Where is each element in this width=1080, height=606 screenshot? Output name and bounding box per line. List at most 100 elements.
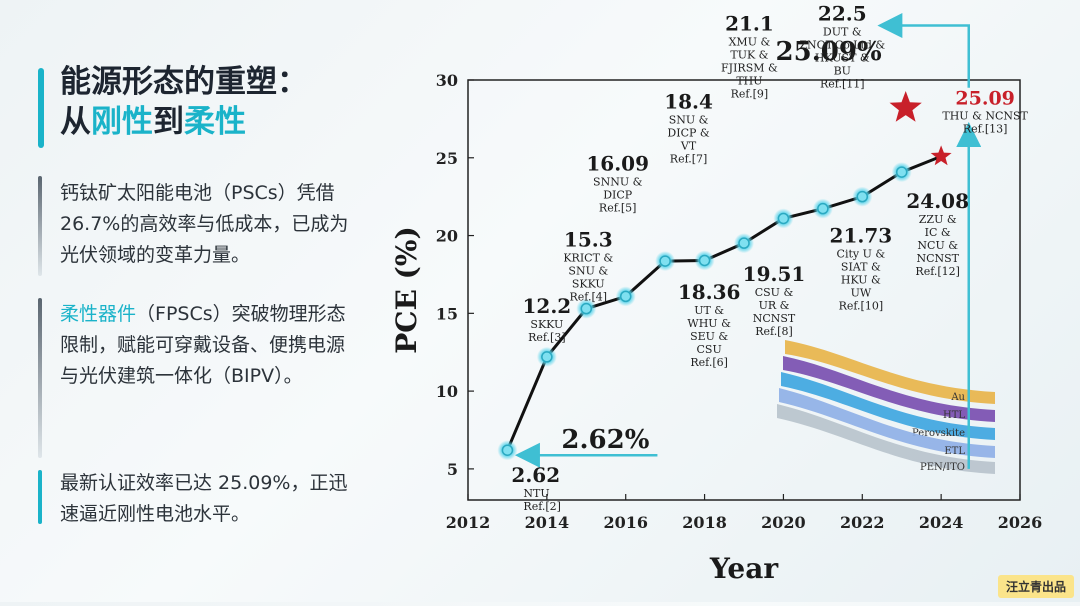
end-arrow-top — [877, 13, 970, 88]
data-note: CSU & — [755, 286, 794, 299]
layer-label: Au — [950, 392, 965, 403]
data-note: NCNST — [916, 252, 959, 265]
data-note: Ref.[8] — [755, 325, 793, 338]
data-label: 18.4 — [664, 89, 713, 113]
x-tick-label: 2020 — [761, 513, 806, 532]
data-point — [501, 444, 514, 456]
data-note: HKUST & — [815, 52, 870, 65]
layer-label: PEN/ITO — [920, 462, 965, 473]
data-note: ZNOT.Co.Ltd & — [799, 39, 885, 52]
end-annotation: 25.09% — [776, 37, 882, 67]
data-note: Ref.[10] — [839, 300, 884, 313]
paragraph-psc: 钙钛矿太阳能电池（PSCs）凭借26.7%的高效率与低成本，已成为光伏领域的变革… — [60, 182, 349, 266]
layer-au — [785, 340, 995, 404]
data-point — [738, 237, 750, 249]
y-tick-label: 15 — [436, 304, 458, 323]
accent-bar-p3 — [38, 470, 42, 524]
data-point — [856, 190, 869, 203]
layer-penito — [777, 404, 995, 474]
data-note: SIAT & — [841, 261, 881, 274]
y-tick-label: 20 — [436, 227, 458, 246]
x-tick-label: 2026 — [998, 513, 1043, 532]
page-title: 能源形态的重塑： 从刚性到柔性 — [60, 64, 308, 140]
layer-htl — [783, 356, 995, 422]
y-tick-label: 25 — [436, 149, 458, 168]
accent-bar-p1 — [38, 176, 42, 276]
data-note: Ref.[12] — [915, 265, 960, 278]
data-point — [580, 302, 593, 315]
data-note: Ref.[13] — [963, 122, 1008, 135]
data-point — [777, 212, 790, 225]
y-tick-label: 10 — [436, 382, 458, 401]
data-note: NCNST — [753, 312, 796, 325]
author-badge: 汪立青出品 — [997, 575, 1074, 598]
paragraph-fpsc: 柔性器件（FPSCs）突破物理形态限制，赋能可穿戴设备、便携电源与光伏建筑一体化… — [60, 303, 346, 387]
accent-bar-p2 — [38, 298, 42, 458]
layer-label: ETL — [944, 446, 965, 457]
data-note: THU & NCNST — [942, 109, 1028, 122]
x-tick-label: 2014 — [525, 513, 570, 532]
x-tick-label: 2024 — [919, 513, 964, 532]
data-label: 2.62 — [511, 463, 560, 487]
data-note: SNU & — [669, 113, 709, 126]
data-note: DICP & — [667, 126, 709, 139]
x-tick-label: 2022 — [840, 513, 885, 532]
layer-perovskite — [781, 372, 995, 440]
layer-label: Perovskite — [912, 428, 965, 439]
layer-etl — [779, 388, 995, 458]
data-note: SNU & — [568, 265, 608, 278]
data-note: TUK & — [730, 48, 768, 61]
data-note: KRICT & — [563, 252, 613, 265]
data-point — [541, 351, 553, 363]
data-point — [895, 166, 908, 178]
data-point — [659, 255, 671, 267]
data-note: SNNU & — [593, 175, 643, 188]
data-label: 18.36 — [678, 280, 741, 304]
data-note: FJIRSM & — [721, 61, 778, 74]
data-label: 22.5 — [818, 2, 867, 26]
data-note: Ref.[5] — [599, 201, 637, 214]
data-note: HKU & — [841, 274, 881, 287]
data-note: Ref.[7] — [670, 152, 708, 165]
data-note: BU — [834, 65, 851, 78]
paragraph-latest: 最新认证效率已达 25.09%，正迅速逼近刚性电池水平。 — [60, 472, 348, 525]
y-tick-label: 5 — [447, 460, 458, 479]
data-label: 19.51 — [743, 262, 806, 286]
data-note: CSU — [697, 343, 722, 356]
x-tick-label: 2012 — [446, 513, 491, 532]
data-note: VT — [680, 139, 697, 152]
data-note: SKKU — [572, 278, 605, 291]
data-note: UW — [851, 287, 872, 300]
data-point-star — [930, 145, 952, 166]
data-label: 21.1 — [725, 11, 774, 35]
data-note: ZZU & — [919, 213, 957, 226]
y-axis-label: PCE (%) — [390, 226, 423, 354]
pce-chart: Au HTL Perovskite ETL PEN/ITO 2012 2014 2016 201… — [380, 0, 1080, 602]
data-note: XMU & — [729, 35, 771, 48]
data-label: 15.3 — [564, 228, 613, 252]
plot-frame — [467, 79, 1021, 501]
y-tick-label: 30 — [436, 71, 458, 90]
data-note: DUT & — [823, 26, 862, 39]
data-point — [698, 254, 711, 267]
data-note: SKKU — [530, 318, 563, 331]
start-annotation: 2.62% — [561, 425, 649, 455]
data-note: Ref.[9] — [731, 87, 769, 100]
data-note: UR & — [759, 299, 790, 312]
data-note: IC & — [925, 226, 951, 239]
data-label: 25.09 — [955, 87, 1015, 109]
layer-label: HTL — [943, 410, 965, 421]
data-note: Ref.[3] — [528, 331, 566, 344]
data-note: Ref.[4] — [570, 291, 608, 304]
data-point — [619, 290, 632, 303]
data-label: 12.2 — [522, 294, 571, 318]
data-note: Ref.[11] — [820, 78, 865, 91]
data-note: SEU & — [690, 330, 728, 343]
x-tick-label: 2018 — [682, 513, 727, 532]
data-note: WHU & — [687, 317, 731, 330]
x-tick-label: 2016 — [603, 513, 648, 532]
data-note: Ref.[6] — [690, 356, 728, 369]
data-note: NTU — [523, 487, 549, 500]
data-note: NCU & — [917, 239, 958, 252]
data-label: 21.73 — [830, 224, 893, 248]
